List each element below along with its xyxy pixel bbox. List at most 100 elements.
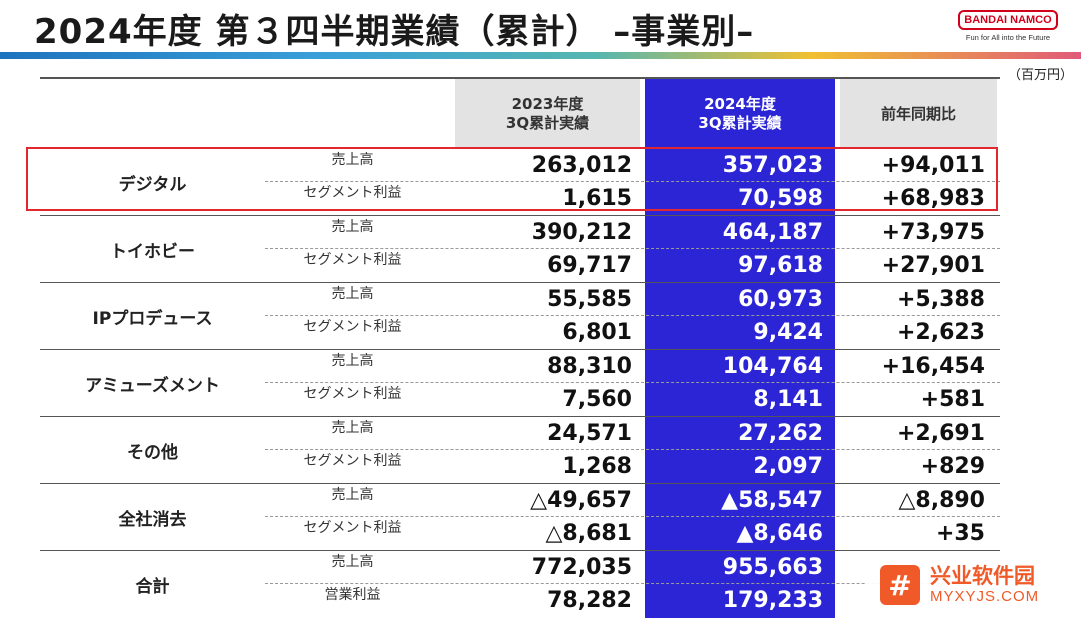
table-top-rule [40, 77, 1000, 79]
header-curr-year-label: 2024年度 3Q累計実績 [698, 95, 782, 132]
value-prev-year: 1,615 [562, 186, 632, 211]
value-prev-year: 7,560 [562, 387, 632, 412]
value-yoy: +581 [920, 387, 985, 412]
row-divider [265, 583, 1000, 584]
watermark: # 兴业软件园 MYXYJS.COM [866, 552, 1081, 618]
value-yoy: +16,454 [881, 354, 985, 379]
table-row: 売上高 △49,657 ▲58,547 △8,890 [40, 484, 1000, 517]
row-divider [265, 382, 1000, 383]
unit-label: （百万円） [1008, 68, 1074, 83]
title-gradient-bar [0, 52, 1081, 59]
row-label: セグメント利益 [303, 386, 402, 402]
row-label: 営業利益 [324, 587, 381, 603]
watermark-en: MYXYJS.COM [930, 588, 1040, 605]
table-row: セグメント利益 1,268 2,097 +829 [40, 450, 1000, 483]
value-prev-year: 390,212 [531, 220, 632, 245]
segment-block: 全社消去 売上高 △49,657 ▲58,547 △8,890 セグメント利益 △8,681… [40, 483, 1000, 550]
segment-name: 合計 [135, 576, 170, 597]
bandai-namco-logo: BANDAI NAMCO Fun for All into the Future [952, 8, 1064, 44]
value-curr-year: ▲58,547 [721, 488, 823, 513]
row-divider [265, 516, 1000, 517]
table-row: セグメント利益 7,560 8,141 +581 [40, 383, 1000, 416]
value-prev-year: △49,657 [530, 488, 632, 513]
row-label: 売上高 [331, 286, 374, 302]
header-yoy-label: 前年同期比 [880, 104, 956, 123]
value-yoy: +35 [935, 521, 985, 546]
value-curr-year: 70,598 [738, 186, 823, 211]
segment-block: アミューズメント 売上高 88,310 104,764 +16,454 セグメント利益 7,… [40, 349, 1000, 416]
table-row: 売上高 24,571 27,262 +2,691 [40, 417, 1000, 450]
value-curr-year: 8,141 [753, 387, 823, 412]
value-yoy: +5,388 [896, 287, 985, 312]
segment-name: IPプロデュース [92, 308, 213, 329]
segment-block: その他 売上高 24,571 27,262 +2,691 セグメント利益 1,268 2,09… [40, 416, 1000, 483]
value-yoy: +73,975 [881, 220, 985, 245]
value-prev-year: 772,035 [531, 555, 632, 580]
value-curr-year: 9,424 [753, 320, 823, 345]
segment-block: デジタル 売上高 263,012 357,023 +94,011 セグメント利益 1,615… [40, 149, 1000, 215]
value-curr-year: 955,663 [722, 555, 823, 580]
value-yoy: △8,890 [898, 488, 985, 513]
segment-block: トイホビー 売上高 390,212 464,187 +73,975 セグメント利益 69,7… [40, 215, 1000, 282]
value-prev-year: 263,012 [531, 153, 632, 178]
current-year-column-band [645, 149, 835, 618]
row-label: 売上高 [331, 420, 374, 436]
value-prev-year: 88,310 [547, 354, 632, 379]
row-divider [265, 315, 1000, 316]
watermark-cn: 兴业软件园 [930, 564, 1035, 588]
table-row: セグメント利益 △8,681 ▲8,646 +35 [40, 517, 1000, 550]
value-prev-year: 6,801 [562, 320, 632, 345]
page-title: 2024年度 第３四半期業績（累計） –事業別– [34, 12, 755, 52]
row-label: セグメント利益 [303, 252, 402, 268]
row-divider [265, 248, 1000, 249]
row-label: セグメント利益 [303, 319, 402, 335]
header-yoy: 前年同期比 [840, 79, 997, 149]
logo-brand: BANDAI NAMCO [958, 10, 1058, 30]
row-label: セグメント利益 [303, 520, 402, 536]
value-curr-year: 97,618 [738, 253, 823, 278]
value-curr-year: 179,233 [722, 588, 823, 613]
table-row: 営業利益 78,282 179,233 [40, 584, 1000, 617]
segment-results-table: 2023年度 3Q累計実績 2024年度 3Q累計実績 前年同期比 デジタル 売上高 2… [40, 77, 1000, 617]
value-curr-year: ▲8,646 [736, 521, 823, 546]
table-row: 売上高 55,585 60,973 +5,388 [40, 283, 1000, 316]
value-yoy: +68,983 [881, 186, 985, 211]
value-prev-year: 55,585 [547, 287, 632, 312]
logo-tagline: Fun for All into the Future [965, 33, 1051, 42]
value-prev-year: 78,282 [547, 588, 632, 613]
table-row: 売上高 390,212 464,187 +73,975 [40, 216, 1000, 249]
value-curr-year: 464,187 [722, 220, 823, 245]
value-prev-year: △8,681 [545, 521, 632, 546]
value-curr-year: 104,764 [722, 354, 823, 379]
row-label: セグメント利益 [303, 453, 402, 469]
segment-name: トイホビー [110, 241, 195, 262]
row-label: 売上高 [331, 353, 374, 369]
value-yoy: +27,901 [881, 253, 985, 278]
header-prev-year: 2023年度 3Q累計実績 [455, 79, 640, 149]
value-curr-year: 2,097 [753, 454, 823, 479]
row-label: 売上高 [331, 554, 374, 570]
row-divider [265, 181, 1000, 182]
value-prev-year: 69,717 [547, 253, 632, 278]
segment-block: IPプロデュース 売上高 55,585 60,973 +5,388 セグメント利益 6,80… [40, 282, 1000, 349]
header-curr-year: 2024年度 3Q累計実績 [645, 79, 835, 149]
segment-name: 全社消去 [118, 509, 187, 530]
value-yoy: +94,011 [881, 153, 985, 178]
value-curr-year: 357,023 [722, 153, 823, 178]
value-yoy: +2,691 [896, 421, 985, 446]
row-label: 売上高 [331, 487, 374, 503]
watermark-text: 兴业软件园 MYXYJS.COM [930, 564, 1039, 606]
table-row: 売上高 772,035 955,663 [40, 551, 1000, 584]
value-prev-year: 1,268 [562, 454, 632, 479]
row-label: 売上高 [331, 152, 374, 168]
segment-name: デジタル [118, 174, 187, 195]
table-row: 売上高 88,310 104,764 +16,454 [40, 350, 1000, 383]
table-row: 売上高 263,012 357,023 +94,011 [40, 149, 1000, 182]
header-prev-year-label: 2023年度 3Q累計実績 [505, 95, 590, 132]
watermark-hash-icon: # [880, 565, 920, 605]
segment-rows: デジタル 売上高 263,012 357,023 +94,011 セグメント利益 1,615… [40, 149, 1000, 617]
value-prev-year: 24,571 [547, 421, 632, 446]
table-header: 2023年度 3Q累計実績 2024年度 3Q累計実績 前年同期比 [40, 79, 1000, 149]
table-row: セグメント利益 69,717 97,618 +27,901 [40, 249, 1000, 282]
row-label: セグメント利益 [303, 185, 402, 201]
